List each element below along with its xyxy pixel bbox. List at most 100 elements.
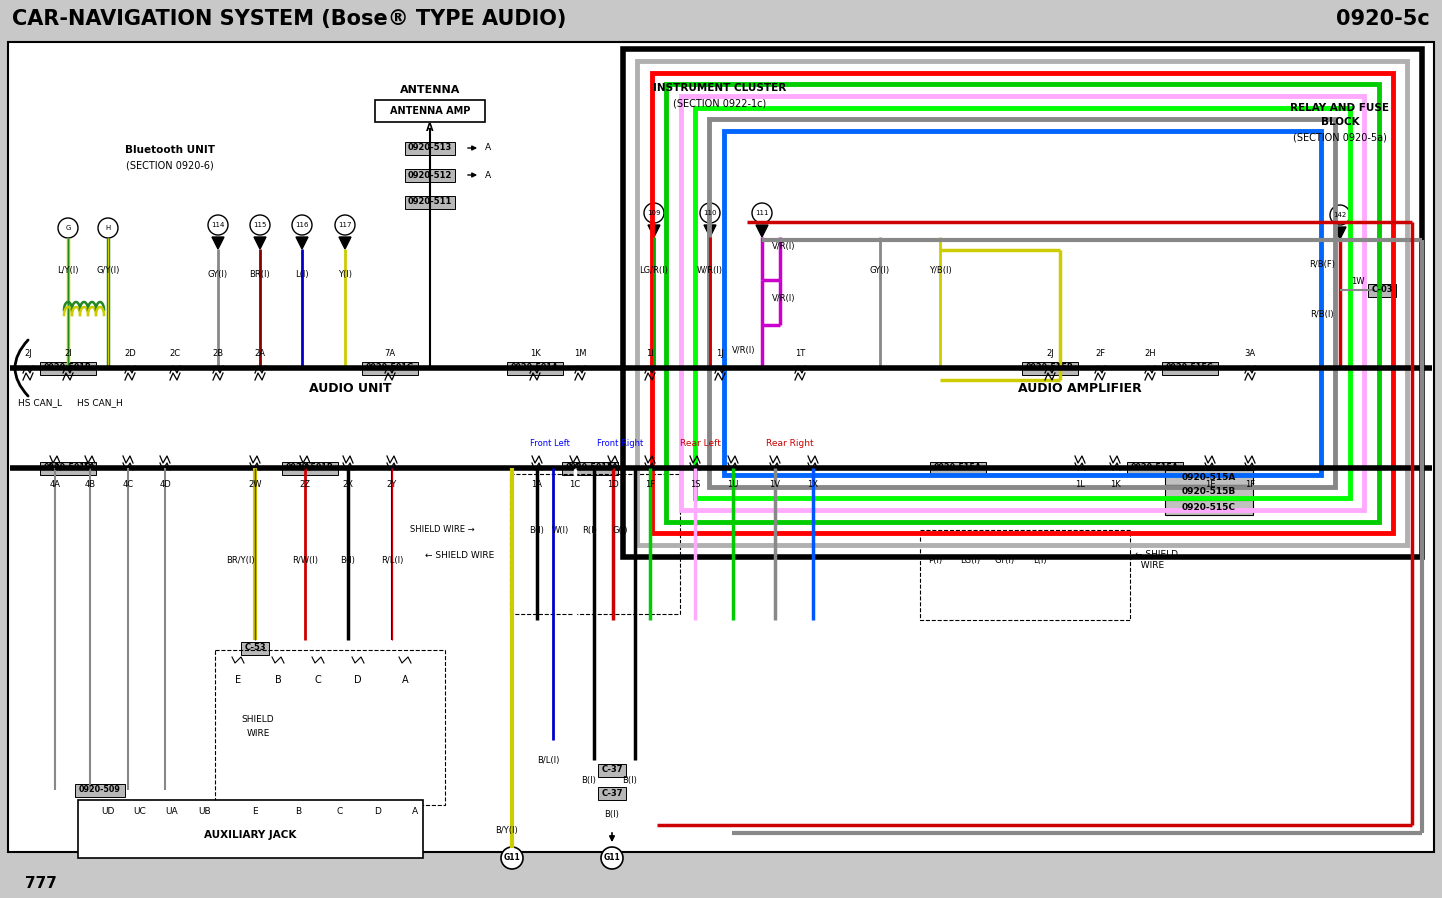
Text: AUDIO UNIT: AUDIO UNIT [309,382,391,394]
Bar [724,131,1321,475]
Text: 0920-515A: 0920-515A [1131,463,1180,472]
Bar [215,650,446,805]
Text: W/R(I): W/R(I) [696,266,722,275]
Text: 115: 115 [254,222,267,228]
Text: 1X: 1X [808,480,819,489]
Text: Y/B(I): Y/B(I) [929,266,952,275]
Text: 4D: 4D [159,480,170,489]
Bar [681,96,1364,510]
Text: 110: 110 [704,210,717,216]
Text: 1J: 1J [717,349,724,358]
Text: 1C: 1C [570,480,581,489]
Text: R/L(I): R/L(I) [381,556,404,565]
Bar [40,362,95,374]
Text: D: D [375,807,382,816]
Text: 0920-513: 0920-513 [408,144,453,153]
Bar [405,196,456,208]
Text: 2I: 2I [63,349,72,358]
Text: Rear Left: Rear Left [679,438,721,447]
Text: 0920-515C: 0920-515C [1167,364,1214,373]
Circle shape [58,218,78,238]
Text: 109: 109 [647,210,660,216]
Text: 1S: 1S [689,480,701,489]
Bar [75,783,125,797]
Text: A: A [485,171,492,180]
Text: SHIELD: SHIELD [242,716,274,725]
Text: R(I): R(I) [583,525,597,534]
Polygon shape [647,225,660,237]
Circle shape [500,847,523,869]
Text: Front Left: Front Left [531,438,570,447]
Text: A: A [402,675,408,685]
Text: 1K: 1K [529,349,541,358]
Text: B(I): B(I) [623,776,637,785]
Text: 0920-501A: 0920-501A [510,364,559,373]
Bar [1022,362,1077,374]
Text: 7A: 7A [385,349,395,358]
Bar [40,462,95,474]
Text: B: B [296,807,301,816]
Polygon shape [296,237,309,249]
Text: 0920-501G: 0920-501G [366,364,414,373]
Text: 114: 114 [212,222,225,228]
Text: 117: 117 [339,222,352,228]
Bar [1165,500,1253,515]
Text: AUXILIARY JACK: AUXILIARY JACK [203,830,296,840]
Bar [598,763,626,777]
Text: 1W: 1W [1351,277,1364,286]
Bar [623,49,1422,557]
Circle shape [601,847,623,869]
Text: GY(I): GY(I) [995,556,1015,565]
Text: P(I): P(I) [929,556,942,565]
Bar [78,800,423,858]
Bar [508,362,562,374]
Bar [637,61,1407,545]
Polygon shape [1334,227,1345,239]
Bar [0,0,1442,38]
Text: B/L(I): B/L(I) [536,755,559,764]
Bar [1368,284,1396,296]
Text: V/R(I): V/R(I) [733,346,756,355]
Text: B/Y(I): B/Y(I) [496,825,518,834]
Text: R/B(I): R/B(I) [1311,311,1334,320]
Bar [652,73,1393,533]
Text: C: C [314,675,322,685]
Text: 0920-501D: 0920-501D [43,463,92,472]
Text: Rear Right: Rear Right [766,438,813,447]
Text: 0920-5c: 0920-5c [1337,9,1430,29]
Text: G11: G11 [604,853,620,862]
Polygon shape [339,237,350,249]
Text: 2C: 2C [170,349,180,358]
Text: 1A: 1A [532,480,542,489]
Text: 1L: 1L [1076,480,1084,489]
Text: 0920-509: 0920-509 [79,786,121,795]
Text: 0920-501A: 0920-501A [565,463,614,472]
Bar [241,641,270,655]
Text: UB: UB [199,807,212,816]
Text: Front Right: Front Right [597,438,643,447]
Text: 4B: 4B [85,480,95,489]
Text: C-37: C-37 [601,765,623,774]
Text: ← SHIELD WIRE: ← SHIELD WIRE [425,550,495,559]
Text: C-37: C-37 [601,788,623,797]
Circle shape [335,215,355,235]
Text: LG(I): LG(I) [960,556,981,565]
Text: V/R(I): V/R(I) [773,242,796,251]
Text: L/Y(I): L/Y(I) [58,266,79,275]
Text: V/R(I): V/R(I) [773,294,796,303]
Text: B: B [274,675,281,685]
Text: 111: 111 [756,210,769,216]
Text: BR/Y(I): BR/Y(I) [226,556,254,565]
Text: BR(I): BR(I) [249,270,271,279]
Bar [1162,362,1217,374]
Bar [405,169,456,181]
Text: INSTRUMENT CLUSTER: INSTRUMENT CLUSTER [653,83,787,93]
Text: 2F: 2F [1094,349,1105,358]
Text: HS CAN_L: HS CAN_L [17,399,62,408]
Text: GY(I): GY(I) [870,266,890,275]
Text: E: E [235,675,241,685]
Text: 142: 142 [1334,212,1347,218]
Text: WIRE: WIRE [247,728,270,737]
Text: 1K: 1K [1110,480,1120,489]
Polygon shape [212,237,224,249]
